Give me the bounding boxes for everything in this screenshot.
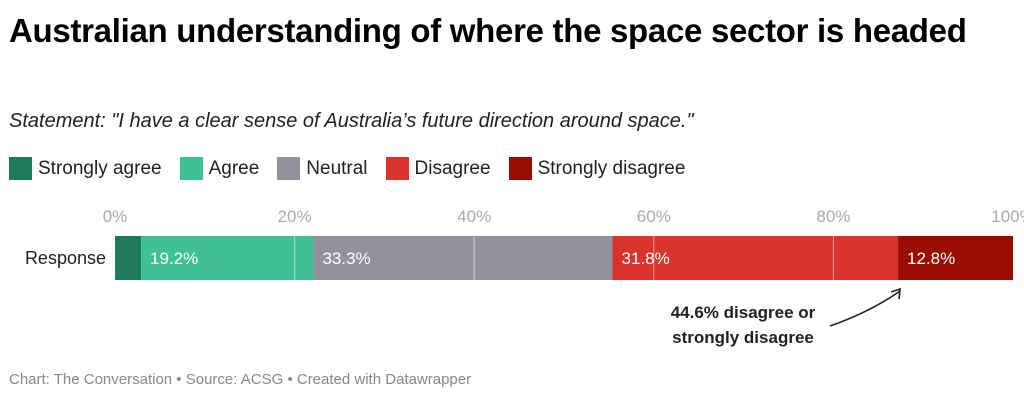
legend-item: Agree bbox=[179, 157, 260, 180]
arrow-head-icon bbox=[890, 287, 901, 300]
data-label: 31.8% bbox=[621, 249, 669, 268]
legend-swatch bbox=[277, 157, 301, 180]
annotation-text: 44.6% disagree or bbox=[671, 303, 816, 322]
legend-label: Strongly disagree bbox=[537, 157, 686, 179]
data-label: 33.3% bbox=[322, 249, 370, 268]
legend-item: Strongly disagree bbox=[508, 157, 686, 180]
legend-item: Disagree bbox=[385, 157, 491, 180]
bar-segment bbox=[115, 236, 142, 280]
legend-item: Strongly agree bbox=[9, 157, 162, 180]
legend-label: Strongly agree bbox=[38, 157, 162, 179]
chart-subtitle: Statement: "I have a clear sense of Aust… bbox=[9, 110, 694, 132]
x-tick-label: 0% bbox=[103, 207, 128, 226]
legend-swatch bbox=[385, 157, 409, 180]
annotation-text: strongly disagree bbox=[672, 328, 814, 347]
bar-segment bbox=[141, 236, 314, 280]
x-tick-label: 100% bbox=[991, 207, 1024, 226]
legend-label: Agree bbox=[208, 157, 260, 179]
annotation-arrow bbox=[829, 290, 901, 327]
legend-swatch bbox=[179, 157, 203, 180]
bar-segment bbox=[898, 236, 1013, 280]
data-label: 19.2% bbox=[150, 249, 198, 268]
data-label: 12.8% bbox=[907, 249, 955, 268]
legend-item: Neutral bbox=[277, 157, 368, 180]
chart-title: Australian understanding of where the sp… bbox=[9, 12, 967, 49]
x-tick-label: 80% bbox=[816, 207, 850, 226]
x-tick-label: 20% bbox=[278, 207, 312, 226]
legend-label: Disagree bbox=[414, 157, 491, 179]
legend-label: Neutral bbox=[306, 157, 368, 179]
bar-segment bbox=[612, 236, 899, 280]
row-label: Response bbox=[25, 248, 106, 268]
bar-segment bbox=[313, 236, 613, 280]
chart-footer: Chart: The Conversation • Source: ACSG •… bbox=[9, 371, 472, 388]
legend-swatch bbox=[9, 157, 32, 180]
legend-swatch bbox=[508, 157, 532, 180]
x-tick-label: 40% bbox=[457, 207, 491, 226]
x-tick-label: 60% bbox=[637, 207, 671, 226]
legend: Strongly agree Agree Neutral Disagree Strong… bbox=[9, 157, 685, 180]
